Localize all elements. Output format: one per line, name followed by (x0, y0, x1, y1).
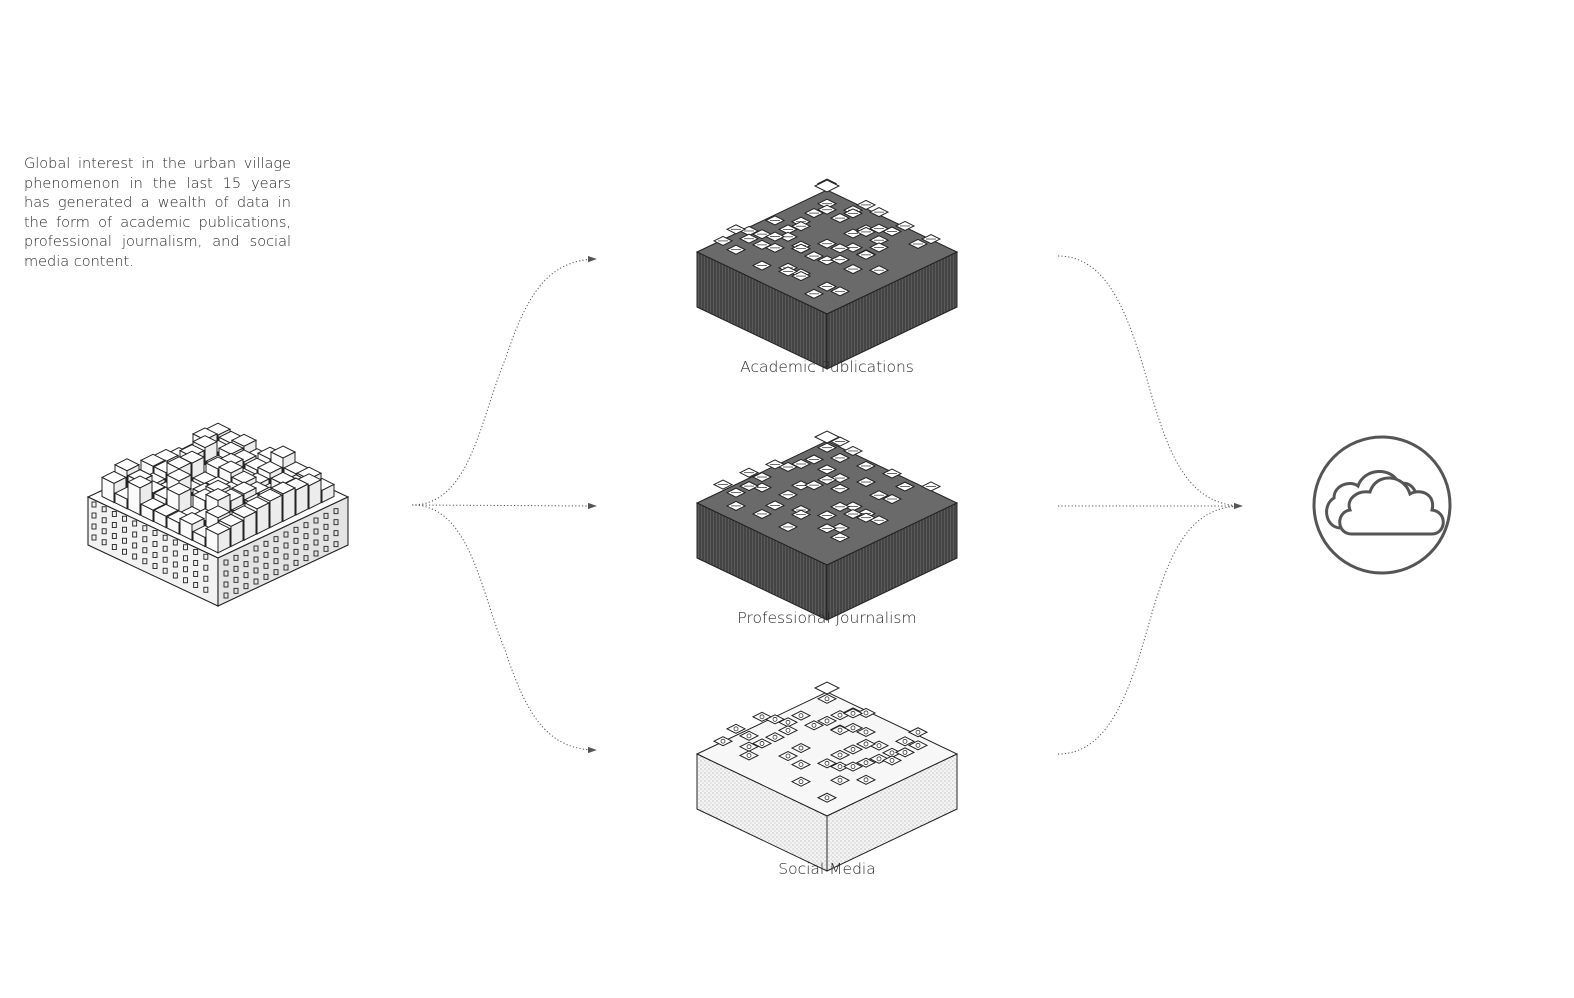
arrow-from-academic (1057, 255, 1243, 507)
label-social-media: Social Media (778, 860, 876, 878)
urban-village-illustration (86, 422, 350, 607)
source-block-2 (695, 430, 959, 621)
source-block-1 (695, 178, 959, 370)
arrow-to-academic (411, 256, 597, 506)
merge-arrows (1057, 255, 1243, 755)
split-arrows (411, 256, 597, 754)
intro-text: Global interest in the urban village phe… (24, 156, 291, 270)
arrow-from-social (1057, 505, 1243, 755)
source-block-3 (695, 681, 959, 872)
arrow-to-social (411, 504, 597, 754)
arrow-to-journalism (411, 502, 597, 510)
label-academic-publications: Academic Publications (740, 358, 914, 376)
label-professional-journalism: Professional Journalism (737, 609, 917, 627)
cloud-icon (1312, 435, 1452, 575)
